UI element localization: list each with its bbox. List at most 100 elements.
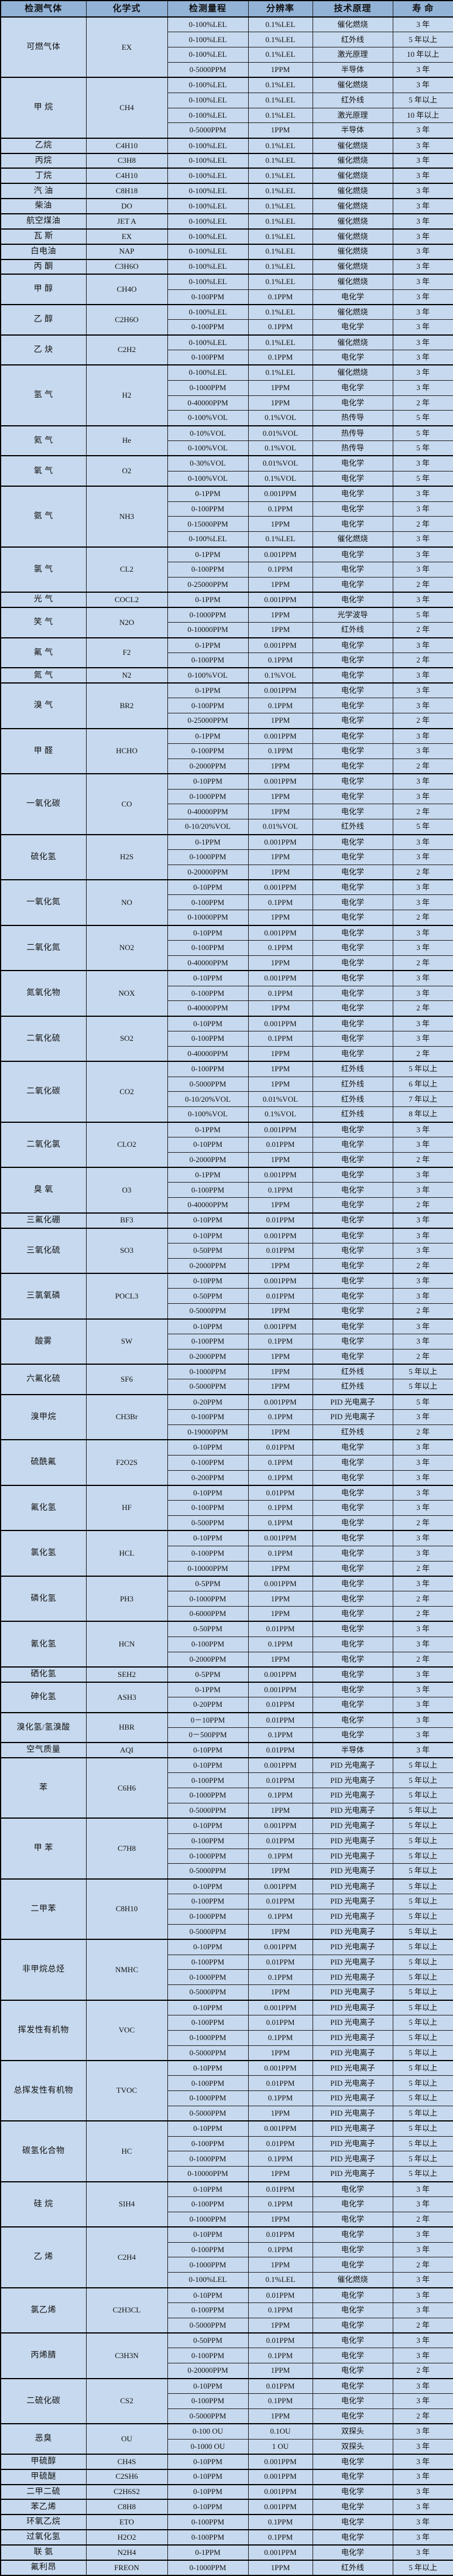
principle-cell: 电化学 bbox=[312, 1651, 393, 1668]
table-row: 0-40000PPM 1PPM 电化学 2 年 bbox=[1, 804, 453, 820]
lifespan-cell: 3 年 bbox=[392, 2423, 453, 2440]
table-row: 0-5000PPM 1PPM PID 光电离子 5 年以上 bbox=[1, 2105, 453, 2121]
principle-cell: 电化学 bbox=[312, 2181, 393, 2197]
resolution-cell: 1PPM bbox=[248, 713, 313, 729]
principle-cell: PID 光电离子 bbox=[312, 2120, 393, 2137]
range-cell: 0-100PPM bbox=[167, 1409, 249, 1425]
resolution-cell: 1PPM bbox=[248, 1348, 313, 1365]
gas-name-cell: 光 气 bbox=[0, 592, 87, 608]
gas-name-cell: 一氧化氮 bbox=[0, 879, 87, 926]
principle-cell: 催化燃烧 bbox=[312, 2272, 393, 2288]
resolution-cell: 0.001PPM bbox=[248, 1878, 313, 1895]
table-row: 0-1000PPM 1PPM 电化学 3 年 bbox=[1, 380, 453, 396]
principle-cell: 电化学 bbox=[312, 1500, 393, 1516]
lifespan-cell: 3 年 bbox=[392, 243, 453, 259]
lifespan-cell: 3 年 bbox=[392, 274, 453, 290]
principle-cell: PID 光电离子 bbox=[312, 1817, 393, 1834]
range-cell: 0-40000PPM bbox=[167, 804, 249, 820]
table-row: 磷化氢 PH3 0-5PPM 0.001PPM 电化学 3 年 bbox=[0, 1575, 453, 1622]
principle-cell: 电化学 bbox=[312, 849, 393, 865]
table-row: 0-5000PPM 1PPM 红外线 6 年以上 bbox=[1, 1076, 453, 1092]
resolution-cell: 0.1PPM bbox=[248, 2151, 313, 2167]
principle-cell: 电化学 bbox=[312, 2363, 393, 2379]
resolution-cell: 0.001PPM bbox=[248, 1393, 313, 1410]
table-row: 0-5000PPM 1PPM PID 光电离子 5 年以上 bbox=[1, 1924, 453, 1940]
range-cell: 0-100PPM bbox=[167, 1636, 249, 1652]
range-cell: 0-100%LEL bbox=[167, 364, 249, 381]
principle-cell: PID 光电离子 bbox=[312, 1757, 393, 1774]
principle-cell: 催化燃烧 bbox=[312, 334, 393, 351]
resolution-cell: 0.1%VOL bbox=[248, 1106, 313, 1123]
range-cell: 0-2000PPM bbox=[167, 1348, 249, 1365]
lifespan-cell: 3 年 bbox=[392, 2544, 453, 2561]
range-cell: 0-40000PPM bbox=[167, 1000, 249, 1017]
table-row: 硫酰氟 F2O2S 0-10PPM 0.01PPM 电化学 3 年 bbox=[0, 1439, 453, 1486]
table-row: 0-100PPM 0.1PPM 电化学 3 年 bbox=[1, 2348, 453, 2364]
lifespan-cell: 5 年以上 bbox=[392, 1833, 453, 1849]
principle-cell: 电化学 bbox=[312, 486, 393, 502]
resolution-cell: 0.01PPM bbox=[248, 1484, 313, 1501]
resolution-cell: 1PPM bbox=[248, 1364, 313, 1380]
table-row: 0-10000PPM 1PPM 电化学 2 年 bbox=[1, 910, 453, 926]
table-row: 甲硫醚 C2SH6 0-10PPM 0.001PPM 电化学 3 年 bbox=[0, 2468, 453, 2485]
table-row: 苯 C6H6 0-10PPM 0.001PPM PID 光电离子 5 年以上 bbox=[0, 1757, 453, 1819]
lifespan-cell: 5 年以上 bbox=[392, 2059, 453, 2076]
lifespan-cell: 3 年 bbox=[392, 319, 453, 336]
formula-cell: HCHO bbox=[85, 727, 168, 774]
resolution-cell: 0.1%LEL bbox=[248, 274, 313, 290]
gas-name-cell: 硫酰氟 bbox=[0, 1439, 87, 1486]
lifespan-cell: 3 年 bbox=[392, 546, 453, 562]
gas-name-cell: 航空煤油 bbox=[0, 213, 87, 230]
formula-cell: C3H8 bbox=[85, 152, 168, 169]
lifespan-cell: 2 年 bbox=[392, 713, 453, 729]
table-row: 0-100PPM 0.1PPM 电化学 3 年 bbox=[1, 1500, 453, 1516]
principle-cell: 电化学 bbox=[312, 1121, 393, 1137]
formula-cell: N2H4 bbox=[85, 2544, 168, 2561]
lifespan-cell: 5 年以上 bbox=[392, 1924, 453, 1940]
principle-cell: PID 光电离子 bbox=[312, 1848, 393, 1864]
gas-name-cell: 笑 气 bbox=[0, 606, 87, 638]
lifespan-cell: 5 年以上 bbox=[392, 2136, 453, 2152]
principle-cell: 催化燃烧 bbox=[312, 137, 393, 154]
formula-cell: BR2 bbox=[85, 682, 168, 729]
resolution-cell: 0.01PPM bbox=[248, 1742, 313, 1758]
gas-name-cell: 氦 气 bbox=[0, 425, 87, 456]
principle-cell: 催化燃烧 bbox=[312, 183, 393, 199]
resolution-cell: 1PPM bbox=[248, 1651, 313, 1668]
lifespan-cell: 8 年以上 bbox=[392, 1106, 453, 1123]
formula-cell: NMHC bbox=[85, 1939, 168, 2001]
gas-name-cell: 氯 气 bbox=[0, 546, 87, 593]
resolution-cell: 0.1%LEL bbox=[248, 92, 313, 108]
principle-cell: 电化学 bbox=[312, 864, 393, 880]
range-cell: 0-1000PPM bbox=[167, 2030, 249, 2046]
resolution-cell: 0.001PPM bbox=[248, 637, 313, 653]
lifespan-cell: 3 年 bbox=[392, 334, 453, 351]
range-cell: 0-5PPM bbox=[167, 1575, 249, 1592]
formula-cell: SW bbox=[85, 1318, 168, 1365]
range-cell: 0-10PPM bbox=[167, 2468, 249, 2485]
gas-name-cell: 六氟化硫 bbox=[0, 1364, 87, 1395]
range-cell: 0-50PPM bbox=[167, 2332, 249, 2349]
table-row: 0-100%LEL 0.1%LEL 激光原理 10 年以上 bbox=[1, 47, 453, 63]
principle-cell: PID 光电离子 bbox=[312, 1863, 393, 1880]
lifespan-cell: 3 年 bbox=[392, 1484, 453, 1501]
range-cell: 0-10PPM bbox=[167, 879, 249, 896]
principle-cell: 激光原理 bbox=[312, 107, 393, 124]
gas-name-cell: 一氧化碳 bbox=[0, 773, 87, 835]
principle-cell: 催化燃烧 bbox=[312, 258, 393, 275]
gas-name-cell: 总挥发性有机物 bbox=[0, 2059, 87, 2121]
lifespan-cell: 3 年 bbox=[392, 198, 453, 214]
gas-name-cell: 丙烷 bbox=[0, 152, 87, 169]
table-row: 0-100PPM 0.1PPM 电化学 3 年 bbox=[1, 698, 453, 714]
principle-cell: 电化学 bbox=[312, 1484, 393, 1501]
table-row: 0-100PPM 0.1PPM 电化学 3 年 bbox=[1, 743, 453, 759]
lifespan-cell: 3 年 bbox=[392, 1530, 453, 1546]
range-cell: 0-10PPM bbox=[167, 1212, 249, 1228]
resolution-cell: 0.1%LEL bbox=[248, 16, 313, 33]
principle-cell: 电化学 bbox=[312, 1333, 393, 1350]
lifespan-cell: 3 年 bbox=[392, 698, 453, 714]
principle-cell: 电化学 bbox=[312, 804, 393, 820]
range-cell: 0-40000PPM bbox=[167, 955, 249, 971]
table-row: 酸雾 SW 0-10PPM 0.001PPM 电化学 3 年 bbox=[0, 1318, 453, 1365]
principle-cell: 半导体 bbox=[312, 62, 393, 78]
